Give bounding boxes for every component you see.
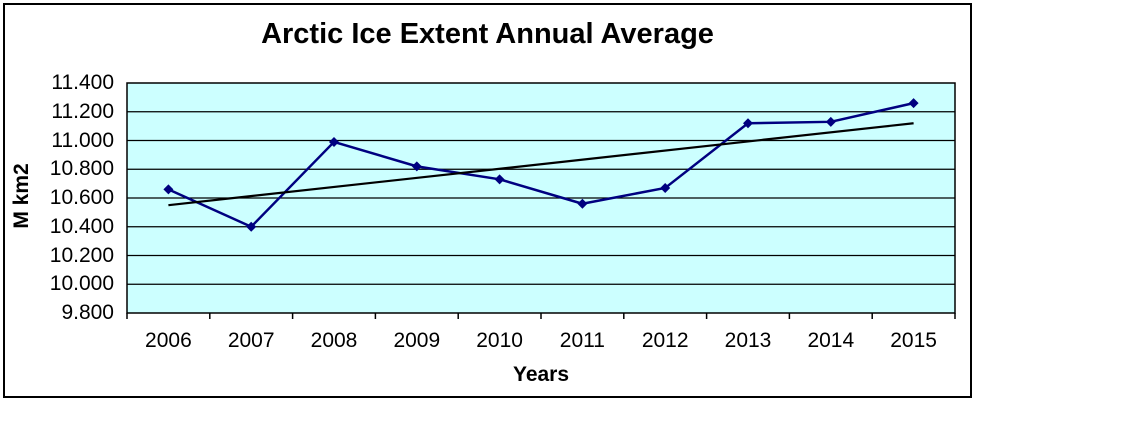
x-tick-label: 2012 [641, 329, 689, 352]
y-tick-label: 10.400 [49, 214, 114, 238]
data-point-marker [411, 161, 422, 172]
x-tick-label: 2007 [227, 329, 275, 352]
x-tick-label: 2015 [890, 329, 937, 352]
x-axis-title: Years [512, 363, 570, 386]
data-point-marker [577, 198, 588, 209]
x-tick-label: 2013 [724, 329, 772, 352]
x-tick-label: 2011 [559, 329, 605, 352]
y-tick-label: 10.800 [49, 157, 114, 181]
y-tick-label: 10.600 [49, 186, 114, 209]
y-tick-label: 9.800 [61, 301, 114, 324]
x-tick-label: 2009 [393, 329, 441, 352]
data-point-marker [660, 182, 671, 193]
data-point-marker [329, 136, 339, 147]
trendline [168, 122, 914, 207]
data-point-marker [743, 118, 753, 129]
x-tick-label: 2008 [310, 329, 358, 352]
data-point-marker [494, 174, 505, 185]
y-tick-label: 11.200 [51, 99, 114, 123]
x-tick-label: 2010 [476, 329, 523, 352]
data-point-marker [908, 98, 919, 109]
x-tick-label: 2006 [145, 329, 192, 352]
y-tick-label: 11.400 [51, 71, 114, 94]
x-tick-label: 2014 [807, 329, 855, 352]
y-tick-label: 10.000 [49, 272, 114, 296]
y-tick-label: 10.200 [49, 243, 114, 267]
y-tick-label: 11.000 [51, 128, 114, 152]
data-series-line [167, 101, 914, 228]
chart-title: Arctic Ice Extent Annual Average [261, 18, 714, 50]
data-point-marker [246, 221, 257, 232]
data-point-marker [825, 116, 836, 127]
data-point-marker [163, 184, 174, 195]
